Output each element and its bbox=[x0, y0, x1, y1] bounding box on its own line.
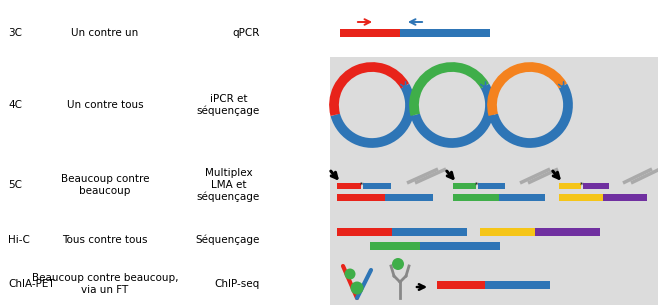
Bar bbox=[330, 262, 658, 305]
Bar bbox=[385, 194, 433, 201]
Circle shape bbox=[345, 268, 355, 279]
Bar bbox=[485, 281, 550, 289]
Bar bbox=[535, 228, 600, 236]
Text: Séquençage: Séquençage bbox=[195, 235, 260, 245]
Bar bbox=[420, 242, 500, 250]
Bar bbox=[603, 194, 647, 201]
Text: Multiplex
LMA et
séquençage: Multiplex LMA et séquençage bbox=[197, 168, 260, 202]
Text: Un contre un: Un contre un bbox=[71, 28, 139, 38]
Bar bbox=[559, 194, 603, 201]
Text: 3C: 3C bbox=[8, 28, 22, 38]
Bar bbox=[559, 183, 581, 189]
Text: 4C: 4C bbox=[8, 100, 22, 110]
Bar bbox=[478, 183, 505, 189]
Bar bbox=[480, 228, 535, 236]
Text: *: * bbox=[580, 182, 584, 188]
Circle shape bbox=[392, 258, 404, 270]
Bar bbox=[453, 183, 476, 189]
Text: qPCR: qPCR bbox=[233, 28, 260, 38]
Text: *: * bbox=[475, 182, 478, 188]
Bar bbox=[340, 29, 400, 37]
Bar bbox=[337, 194, 385, 201]
Text: Beaucoup contre
beaucoup: Beaucoup contre beaucoup bbox=[61, 174, 149, 196]
Bar bbox=[370, 242, 420, 250]
Text: *: * bbox=[361, 182, 364, 188]
Bar bbox=[453, 194, 499, 201]
Bar bbox=[363, 183, 391, 189]
Text: 5C: 5C bbox=[8, 180, 22, 190]
Bar bbox=[330, 7, 658, 57]
Text: ChIA-PET: ChIA-PET bbox=[8, 279, 55, 289]
Bar bbox=[337, 183, 361, 189]
Bar bbox=[330, 152, 658, 217]
Bar bbox=[400, 29, 490, 37]
Bar bbox=[337, 228, 392, 236]
Bar bbox=[437, 281, 485, 289]
Text: Un contre tous: Un contre tous bbox=[66, 100, 143, 110]
Text: Beaucoup contre beaucoup,
via un FT: Beaucoup contre beaucoup, via un FT bbox=[32, 273, 178, 295]
Bar bbox=[392, 228, 467, 236]
Bar bbox=[330, 217, 658, 262]
Text: iPCR et
séquençage: iPCR et séquençage bbox=[197, 94, 260, 116]
Text: Hi-C: Hi-C bbox=[8, 235, 30, 245]
Text: ChIP-seq: ChIP-seq bbox=[215, 279, 260, 289]
Bar bbox=[499, 194, 545, 201]
Circle shape bbox=[351, 282, 363, 295]
Bar bbox=[330, 57, 658, 152]
Text: Tous contre tous: Tous contre tous bbox=[63, 235, 148, 245]
Bar bbox=[583, 183, 609, 189]
